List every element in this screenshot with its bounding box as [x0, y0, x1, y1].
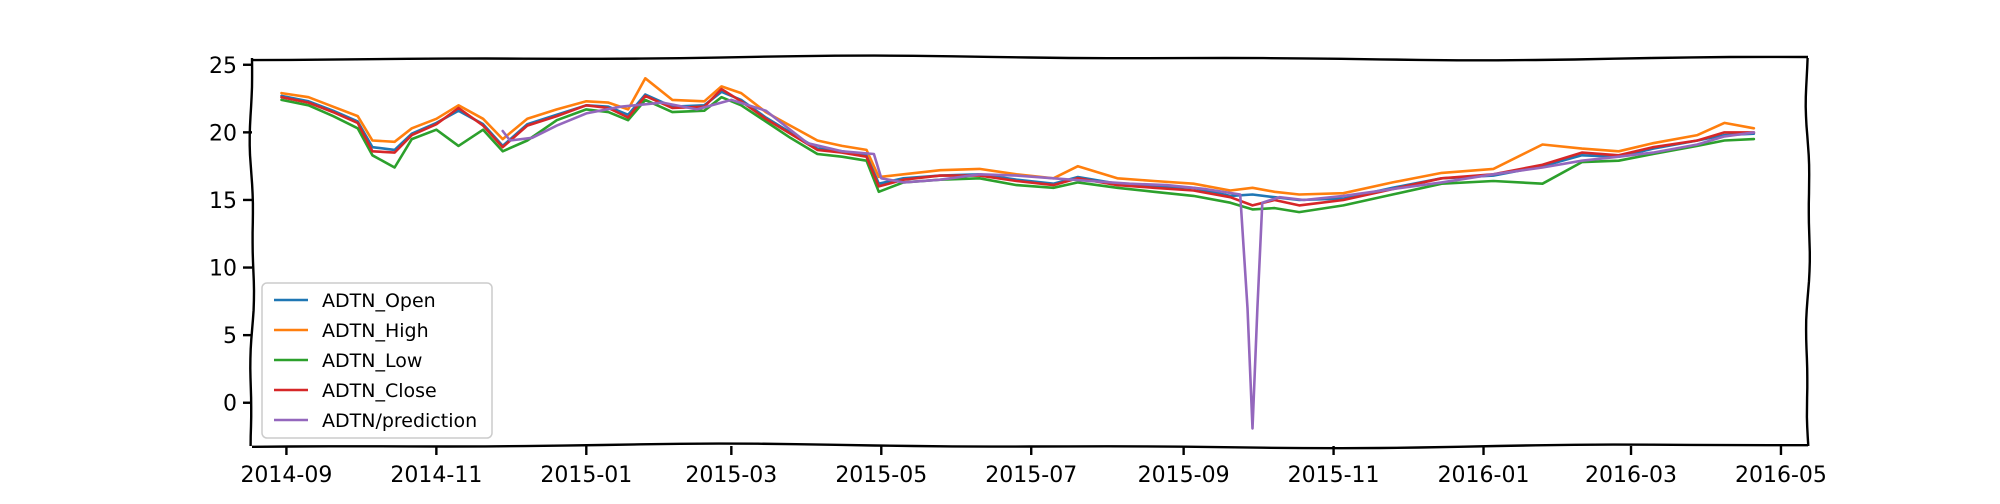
x-tick-label: 2016-03	[1585, 463, 1677, 488]
x-tick-label: 2015-11	[1288, 463, 1380, 488]
y-axis: 0 5 10 15 20 25	[209, 54, 252, 417]
x-tick-label: 2015-05	[835, 463, 927, 488]
y-tick-label: 15	[209, 189, 237, 214]
axis-spine-top	[251, 54, 1809, 62]
y-tick-label: 20	[209, 121, 237, 146]
series-line-adtn-low	[280, 95, 1756, 214]
legend-label: ADTN_High	[322, 320, 429, 342]
y-tick-label: 10	[209, 257, 237, 282]
x-axis: 2014-09 2014-11 2015-01 2015-03 2015-05 2015-…	[240, 446, 1827, 488]
x-tick-label: 2014-11	[390, 463, 482, 488]
series-line-adtn-prediction	[501, 98, 1756, 430]
x-tick-label: 2015-09	[1138, 463, 1230, 488]
legend-label: ADTN_Low	[322, 350, 422, 372]
axis-frame	[248, 54, 1811, 450]
series-line-adtn-close	[280, 87, 1756, 207]
y-tick-label: 25	[209, 54, 237, 79]
x-tick-label: 2015-03	[685, 463, 777, 488]
series-line-adtn-high	[280, 77, 1756, 196]
x-tick-label: 2015-07	[985, 463, 1077, 488]
plot-lines	[280, 77, 1756, 430]
legend-label: ADTN_Open	[322, 290, 436, 312]
axis-spine-right	[1804, 57, 1811, 447]
x-tick-label: 2014-09	[240, 463, 332, 488]
legend-box	[261, 282, 493, 439]
x-tick-label: 2016-05	[1735, 463, 1827, 488]
legend-label: ADTN_Close	[322, 380, 437, 402]
y-tick-label: 0	[223, 392, 237, 417]
legend: ADTN_Open ADTN_High ADTN_Low ADTN_Close ADTN…	[261, 282, 493, 439]
axis-spine-left	[248, 57, 256, 447]
legend-label: ADTN/prediction	[322, 410, 477, 432]
x-tick-label: 2015-01	[540, 463, 632, 488]
y-tick-label: 5	[223, 324, 237, 349]
x-tick-label: 2016-01	[1438, 463, 1530, 488]
axis-spine-bottom	[251, 442, 1808, 450]
